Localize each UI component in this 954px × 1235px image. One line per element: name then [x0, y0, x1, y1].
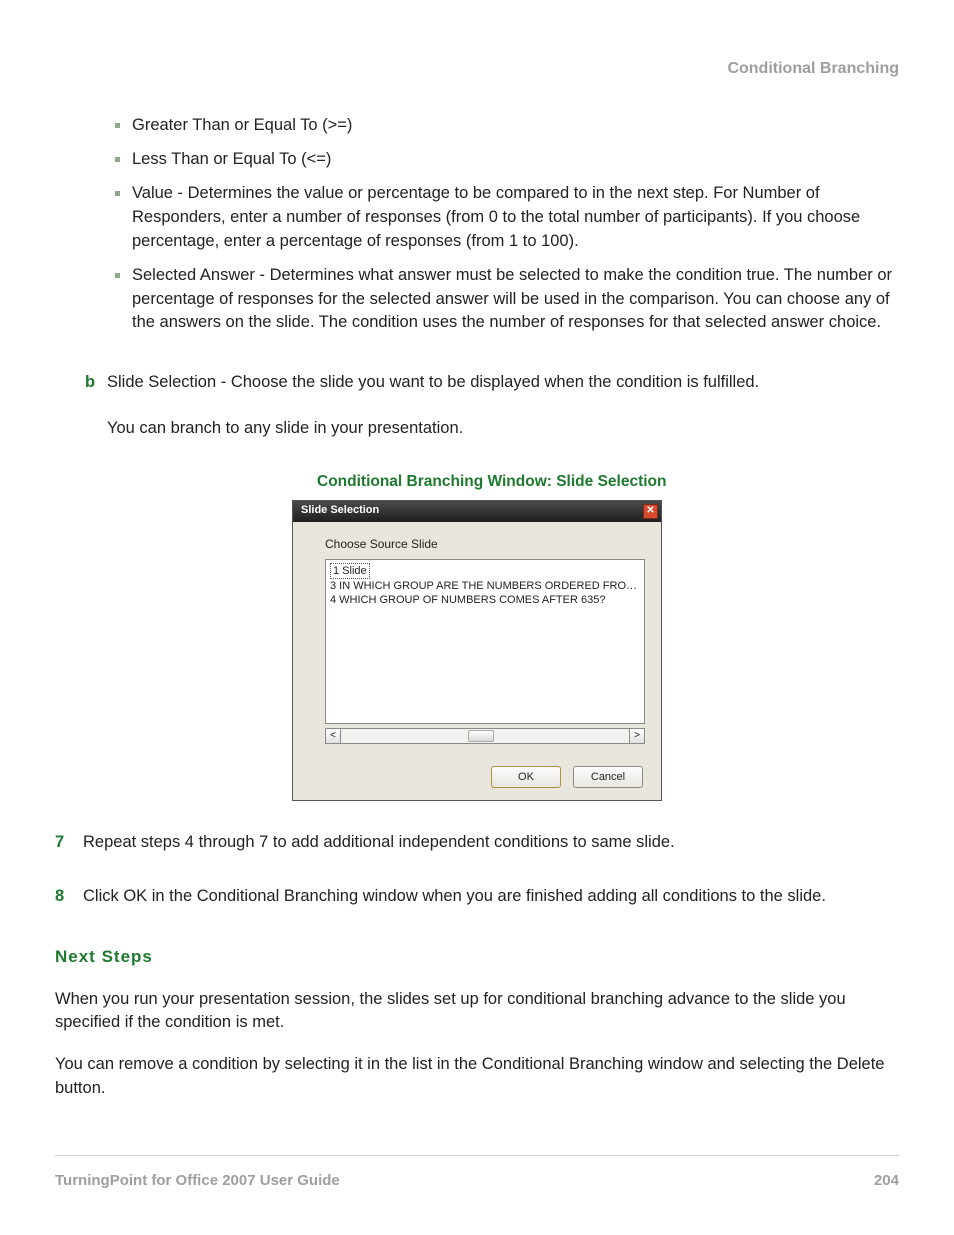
slide-selection-dialog: Slide Selection ✕ Choose Source Slide 1 …: [292, 500, 662, 801]
step-text: Repeat steps 4 through 7 to add addition…: [83, 831, 899, 855]
bullet-item: Less Than or Equal To (<=): [115, 148, 899, 172]
list-item[interactable]: 3 IN WHICH GROUP ARE THE NUMBERS ORDERED…: [330, 579, 640, 593]
list-item-selected: 1 Slide: [330, 563, 370, 579]
lettered-text: Slide Selection - Choose the slide you w…: [107, 371, 899, 395]
bullet-text: Less Than or Equal To (<=): [132, 148, 331, 172]
scroll-right-icon[interactable]: >: [629, 728, 645, 744]
bullet-text: Selected Answer - Determines what answer…: [132, 264, 899, 336]
page-footer: TurningPoint for Office 2007 User Guide …: [55, 1155, 899, 1189]
scroll-track[interactable]: [341, 728, 629, 744]
step-number: 8: [55, 885, 83, 909]
dialog-body: Choose Source Slide 1 Slide 3 IN WHICH G…: [293, 522, 661, 800]
followup-paragraph: You can branch to any slide in your pres…: [107, 417, 899, 441]
numbered-step: 7 Repeat steps 4 through 7 to add additi…: [55, 831, 899, 855]
next-steps-paragraph: You can remove a condition by selecting …: [55, 1053, 899, 1101]
scroll-left-icon[interactable]: <: [325, 728, 341, 744]
bullet-icon: [115, 191, 120, 196]
dialog-label: Choose Source Slide: [325, 536, 645, 553]
letter-marker: b: [85, 371, 107, 395]
step-number: 7: [55, 831, 83, 855]
bullet-icon: [115, 273, 120, 278]
close-icon[interactable]: ✕: [643, 504, 658, 519]
document-page: Conditional Branching Greater Than or Eq…: [0, 0, 954, 1235]
page-number: 204: [874, 1172, 899, 1189]
dialog-title: Slide Selection: [301, 503, 379, 519]
bullet-text: Greater Than or Equal To (>=): [132, 114, 352, 138]
body-content: Greater Than or Equal To (>=) Less Than …: [55, 114, 899, 1101]
dialog-titlebar: Slide Selection ✕: [293, 501, 661, 522]
bullet-list: Greater Than or Equal To (>=) Less Than …: [115, 114, 899, 335]
lettered-item: b Slide Selection - Choose the slide you…: [85, 371, 899, 395]
dialog-screenshot: Slide Selection ✕ Choose Source Slide 1 …: [292, 500, 662, 801]
next-steps-paragraph: When you run your presentation session, …: [55, 988, 899, 1036]
numbered-step: 8 Click OK in the Conditional Branching …: [55, 885, 899, 909]
cancel-button[interactable]: Cancel: [573, 766, 643, 788]
next-steps-heading: Next Steps: [55, 945, 899, 970]
scroll-thumb[interactable]: [468, 730, 494, 742]
bullet-icon: [115, 123, 120, 128]
figure-caption: Conditional Branching Window: Slide Sele…: [317, 471, 899, 493]
dialog-button-row: OK Cancel: [325, 766, 645, 788]
bullet-icon: [115, 157, 120, 162]
list-item[interactable]: 4 WHICH GROUP OF NUMBERS COMES AFTER 635…: [330, 593, 640, 607]
bullet-text: Value - Determines the value or percenta…: [132, 182, 899, 254]
bullet-item: Greater Than or Equal To (>=): [115, 114, 899, 138]
step-text: Click OK in the Conditional Branching wi…: [83, 885, 899, 909]
source-slide-listbox[interactable]: 1 Slide 3 IN WHICH GROUP ARE THE NUMBERS…: [325, 559, 645, 724]
bullet-item: Value - Determines the value or percenta…: [115, 182, 899, 254]
section-header: Conditional Branching: [727, 60, 899, 78]
ok-button[interactable]: OK: [491, 766, 561, 788]
list-item[interactable]: 1 Slide: [330, 563, 640, 579]
bullet-item: Selected Answer - Determines what answer…: [115, 264, 899, 336]
footer-title: TurningPoint for Office 2007 User Guide: [55, 1172, 340, 1189]
horizontal-scrollbar[interactable]: < >: [325, 728, 645, 744]
